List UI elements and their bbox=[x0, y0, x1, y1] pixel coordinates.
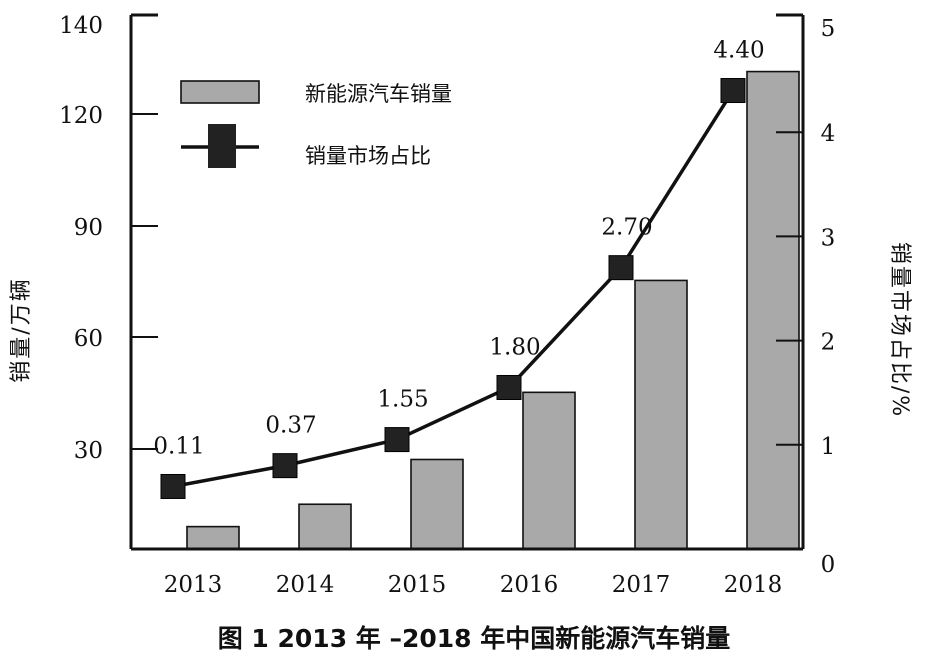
right-tick-label-2: 2 bbox=[821, 330, 836, 356]
data-label-2013: 0.11 bbox=[153, 433, 204, 459]
right-tick-label-0: 0 bbox=[821, 552, 836, 578]
x-tick-label-2015: 2015 bbox=[388, 572, 447, 598]
x-tick-label-2017: 2017 bbox=[612, 572, 671, 598]
data-label-2014: 0.37 bbox=[265, 413, 316, 439]
left-tick-label-120: 120 bbox=[59, 103, 103, 129]
legend-bar-swatch bbox=[180, 80, 260, 104]
left-tick-label-30: 30 bbox=[74, 438, 103, 464]
marker-2013 bbox=[160, 473, 186, 499]
left-axis-label: 销量/万辆 bbox=[9, 277, 34, 382]
legend-label-line: 销量市场占比 bbox=[305, 144, 431, 168]
marker-2017 bbox=[608, 255, 634, 281]
x-tick-label-2014: 2014 bbox=[276, 572, 335, 598]
data-label-2018: 4.40 bbox=[713, 38, 764, 64]
legend-marker-swatch bbox=[208, 124, 236, 168]
bar-2016 bbox=[522, 391, 576, 550]
figure-caption: 图 1 2013 年 –2018 年中国新能源汽车销量 bbox=[218, 624, 731, 653]
bar-series bbox=[186, 70, 800, 550]
data-label-2016: 1.80 bbox=[489, 334, 540, 360]
x-tick-label-2018: 2018 bbox=[724, 572, 783, 598]
right-tick-label-5: 5 bbox=[821, 16, 836, 42]
bar-2015 bbox=[410, 458, 464, 550]
market-share-line bbox=[172, 89, 735, 489]
x-tick-label-2016: 2016 bbox=[500, 572, 559, 598]
marker-2014 bbox=[272, 453, 298, 479]
marker-2018 bbox=[720, 78, 746, 104]
left-tick-label-140: 140 bbox=[59, 13, 103, 39]
right-tick-label-4: 4 bbox=[821, 121, 836, 147]
bar-2017 bbox=[634, 279, 688, 550]
marker-2016 bbox=[496, 374, 522, 400]
right-axis-label: 销量市场占比/% bbox=[887, 242, 912, 418]
data-label-2017: 2.70 bbox=[601, 215, 652, 241]
bar-2018 bbox=[746, 70, 800, 550]
left-tick-label-90: 90 bbox=[74, 215, 103, 241]
left-tick-label-60: 60 bbox=[74, 326, 103, 352]
axes: 30 60 90 120 140 0 1 2 3 4 5 2013 2014 2015 2016 2017 20… bbox=[59, 13, 835, 598]
right-tick-label-3: 3 bbox=[821, 225, 836, 251]
right-tick-label-1: 1 bbox=[821, 434, 836, 460]
bar-2013 bbox=[186, 525, 240, 550]
line-series: 0.11 0.37 1.55 1.80 2.70 4.40 bbox=[153, 38, 765, 499]
x-tick-label-2013: 2013 bbox=[164, 572, 223, 598]
marker-2015 bbox=[384, 427, 410, 453]
labels: 销量/万辆 销量市场占比/% 图 1 2013 年 –2018 年中国新能源汽车销量 bbox=[9, 242, 912, 653]
legend-label-bar: 新能源汽车销量 bbox=[305, 82, 452, 106]
bar-2014 bbox=[298, 503, 352, 550]
data-label-2015: 1.55 bbox=[377, 387, 428, 413]
